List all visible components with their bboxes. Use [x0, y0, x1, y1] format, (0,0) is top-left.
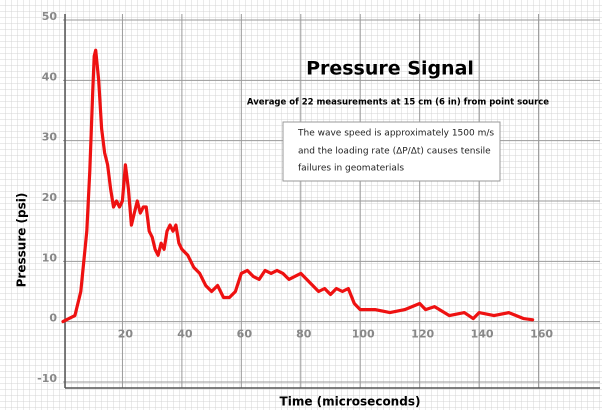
chart-title: Pressure Signal [306, 58, 474, 80]
y-tick-label: 30 [42, 131, 58, 144]
y-tick-label: 10 [42, 251, 58, 264]
x-axis-label: Time (microseconds) [280, 395, 421, 409]
annotation-line: The wave speed is approximately 1500 m/s [297, 129, 494, 139]
x-tick-label: 160 [530, 328, 553, 341]
annotation-line: failures in geomaterials [298, 164, 404, 174]
y-axis-label: Pressure (psi) [15, 193, 29, 288]
x-tick-label: 100 [352, 328, 375, 341]
annotation-box [282, 121, 501, 182]
y-tick-label: -10 [37, 372, 57, 385]
y-tick-label: 40 [42, 70, 58, 83]
x-tick-label: 20 [118, 328, 134, 341]
x-tick-label: 140 [471, 328, 494, 341]
x-tick-label: 120 [411, 328, 434, 341]
x-tick-label: 60 [237, 328, 253, 341]
data-line [61, 48, 535, 324]
y-tick-label: 50 [42, 10, 58, 23]
marks [61, 48, 535, 324]
subtitle: Average of 22 measurements at 15 cm (6 i… [247, 98, 549, 108]
y-tick-label: 0 [49, 312, 57, 325]
x-tick-label: 40 [177, 328, 193, 341]
x-tick-label: 80 [296, 328, 312, 341]
y-tick-label: 20 [42, 191, 58, 204]
annotation-line: and the loading rate (ΔP/Δt) causes tens… [298, 147, 491, 157]
grid [63, 14, 600, 388]
